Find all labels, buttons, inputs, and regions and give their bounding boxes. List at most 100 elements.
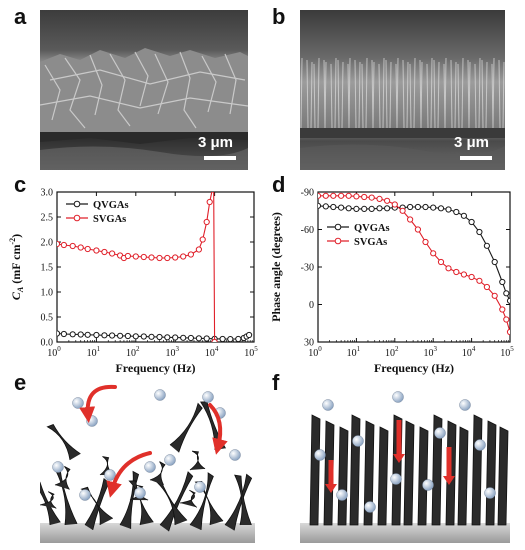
x-axis-label: Frequency (Hz) (374, 361, 454, 375)
panel-letter-d: d (272, 172, 286, 197)
graphene-flake (149, 461, 166, 486)
ion-sphere (336, 489, 348, 501)
graphene-flake (179, 489, 198, 508)
ion-path-arrow (79, 384, 117, 423)
vertical-sheet-texture (481, 59, 484, 129)
x-tick-label: 101 (87, 345, 101, 359)
data-point-QVGAs (384, 205, 391, 212)
vertical-sheet-texture (354, 59, 357, 129)
data-point-QVGAs (93, 331, 100, 339)
ion-sphere (484, 487, 496, 499)
x-tick-label: 105 (500, 345, 514, 359)
graphene-flake (189, 472, 214, 531)
data-point-QVGAs (368, 205, 375, 212)
data-point-SVGAs (318, 192, 322, 199)
y-tick-label: 1.0 (41, 288, 54, 299)
vertical-sheet-texture (317, 57, 320, 129)
graphene-flake (224, 473, 253, 531)
graphene-flake (40, 491, 57, 509)
vertical-graphene-sheet (377, 426, 389, 526)
data-point-QVGAs (148, 333, 155, 340)
ion-sphere (144, 461, 156, 473)
ion-diffusion-arrowhead (325, 484, 337, 493)
vertical-sheet-texture (406, 61, 409, 129)
data-point-SVGAs (437, 258, 445, 266)
data-point-QVGAs (101, 332, 108, 339)
data-point-QVGAs (322, 203, 329, 210)
sem-image-a: 3 μm (40, 10, 248, 170)
x-tick-label: 101 (347, 345, 361, 359)
data-point-QVGAs (453, 208, 460, 216)
vertical-sheet-texture (365, 57, 368, 129)
data-point-SVGAs (376, 195, 383, 202)
data-point-SVGAs (503, 316, 510, 323)
vertical-graphene-sheet (485, 420, 497, 526)
data-point-SVGAs (353, 193, 360, 200)
data-point-SVGAs (156, 254, 163, 262)
vertical-sheet-texture (498, 59, 501, 129)
ion-diffusion-arrowhead (393, 454, 405, 463)
vertical-sheet-texture (382, 57, 385, 129)
graphene-flake (46, 423, 81, 461)
data-point-SVGAs (422, 238, 429, 246)
data-point-SVGAs (407, 216, 414, 223)
data-point-SVGAs (391, 201, 398, 208)
data-point-SVGAs (84, 245, 91, 253)
x-tick-label: 104 (205, 345, 219, 359)
y-tick-label: 0.5 (41, 313, 54, 324)
substrate-e (40, 523, 255, 543)
data-point-SVGAs (199, 236, 206, 243)
data-point-SVGAs (187, 251, 194, 258)
data-point-QVGAs (376, 205, 383, 212)
data-point-SVGAs (491, 292, 498, 299)
vertical-graphene-sheet (471, 414, 483, 526)
data-point-SVGAs (460, 271, 467, 278)
ion-sphere (459, 399, 471, 411)
ion-sphere (52, 461, 64, 473)
data-point-SVGAs (57, 240, 61, 248)
scale-bar-label-b: 3 μm (454, 134, 490, 151)
ion-sphere (134, 487, 146, 499)
ion-sphere (322, 399, 334, 411)
data-point-QVGAs (246, 331, 253, 339)
data-point-SVGAs (338, 192, 345, 199)
vertical-graphene-sheet (457, 426, 469, 526)
data-point-QVGAs (468, 218, 475, 226)
data-point-QVGAs (345, 205, 352, 212)
data-point-QVGAs (227, 336, 234, 342)
data-point-QVGAs (437, 205, 445, 212)
vertical-sheet-texture (492, 57, 495, 129)
vertical-sheet-texture (330, 63, 333, 129)
legend-marker (334, 237, 342, 245)
data-point-SVGAs (140, 253, 147, 261)
data-point-QVGAs (57, 330, 61, 337)
vertical-graphene-sheet (337, 426, 349, 526)
ion-sphere (390, 473, 402, 485)
graphene-flake (169, 402, 203, 453)
vertical-sheet-texture (478, 57, 481, 129)
data-point-SVGAs (330, 192, 337, 199)
data-point-SVGAs (195, 246, 202, 253)
x-axis-label: Frequency (Hz) (115, 361, 195, 375)
data-point-SVGAs (384, 197, 391, 204)
vertical-graphene-sheet (417, 426, 429, 526)
vertical-sheet-texture (450, 59, 453, 129)
graphene-flake (128, 480, 154, 526)
panel-letter-c: c (14, 172, 27, 197)
data-point-SVGAs (468, 273, 475, 281)
data-point-QVGAs (506, 297, 510, 304)
data-point-QVGAs (69, 331, 76, 338)
illustration-e (40, 384, 255, 543)
ion-diffusion-arrow (396, 420, 402, 455)
ion-sphere (79, 489, 91, 501)
legend-label: SVGAs (93, 214, 126, 225)
data-point-SVGAs (345, 192, 352, 199)
data-point-SVGAs (93, 247, 100, 254)
vertical-sheet-texture (420, 61, 423, 129)
vertical-graphene-sheet (363, 420, 375, 526)
vertical-sheet-texture (313, 63, 316, 129)
legend-label: QVGAs (354, 223, 390, 234)
plot-frame (56, 191, 255, 343)
data-point-SVGAs (101, 248, 108, 256)
ion-sphere (422, 479, 434, 491)
